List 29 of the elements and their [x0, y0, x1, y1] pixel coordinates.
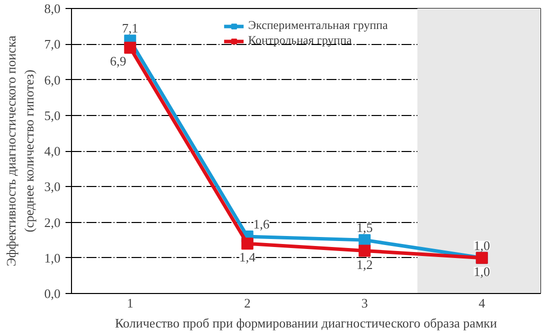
- y-tick-label: 6,0: [44, 72, 60, 88]
- data-label: 6,9: [110, 54, 126, 69]
- y-tick-label: 8,0: [44, 1, 60, 16]
- x-tick-label: 2: [244, 296, 251, 310]
- data-label: 1,0: [474, 238, 490, 253]
- data-label: 1,0: [474, 264, 490, 279]
- x-tick-label: 4: [478, 296, 486, 310]
- y-tick-label: 5,0: [44, 108, 60, 123]
- data-label: 1,4: [239, 250, 256, 265]
- point: [241, 238, 254, 250]
- point: [124, 42, 136, 54]
- data-label: 7,1: [122, 20, 138, 36]
- y-tick-label: 2,0: [44, 214, 60, 230]
- y-tick-label: 4,0: [44, 144, 60, 158]
- x-axis-title: Количество проб при формировании диагностического образа рамки: [115, 316, 498, 330]
- x-tick-label: 3: [361, 296, 368, 310]
- legend-label: Контрольная группа: [248, 33, 352, 48]
- y-tick-label: 0,0: [44, 286, 60, 301]
- legend-label: Экспериментальная группа: [248, 18, 388, 33]
- point: [358, 234, 371, 246]
- y-tick-label: 1,0: [44, 250, 60, 266]
- data-label: 1,6: [253, 216, 270, 232]
- x-tick-label: 1: [126, 296, 134, 310]
- data-label: 1,2: [356, 256, 373, 272]
- data-label: 1,5: [356, 220, 373, 236]
- y-tick-label: 7,0: [44, 36, 60, 52]
- point: [358, 244, 371, 257]
- y-tick-label: 3,0: [44, 179, 60, 194]
- y-axis-title: Эффективность диагностического поиска (среднее количество гипотез): [3, 35, 36, 266]
